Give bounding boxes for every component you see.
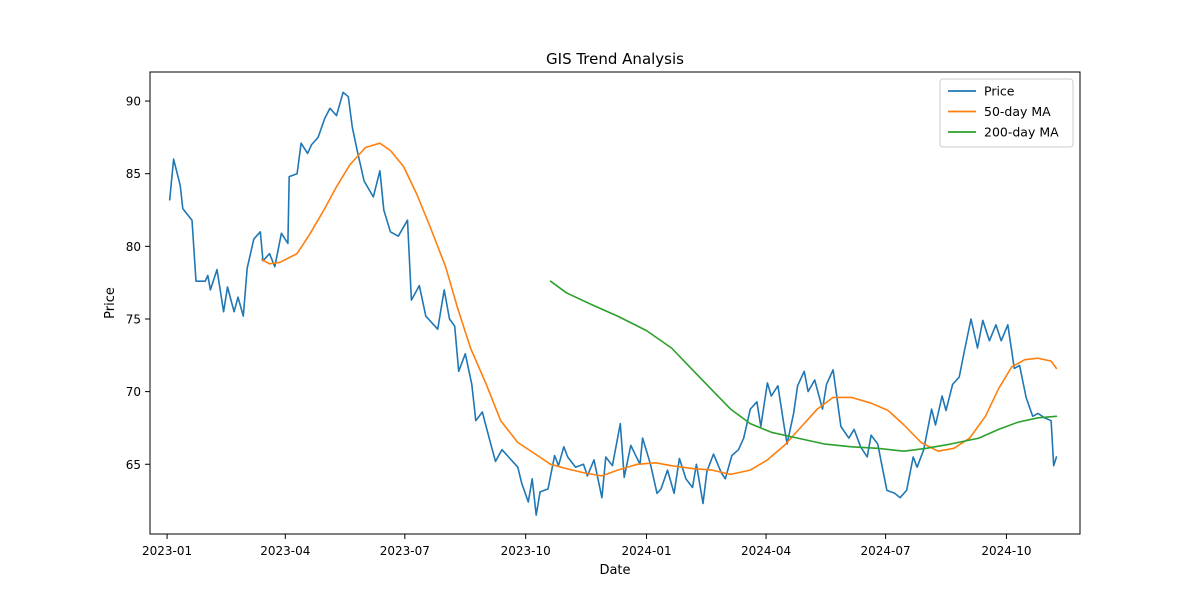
chart-title: GIS Trend Analysis <box>546 50 684 68</box>
legend-label-1: 50-day MA <box>984 104 1051 119</box>
legend-label-2: 200-day MA <box>984 125 1059 140</box>
y-axis-label: Price <box>103 287 118 319</box>
x-tick-label: 2024-07 <box>861 544 911 558</box>
series-line-2 <box>549 280 1058 452</box>
series-line-1 <box>260 142 1058 477</box>
y-axis: 65 70 75 80 85 90 <box>126 95 150 472</box>
y-tick-label: 90 <box>126 95 141 109</box>
y-tick-label: 70 <box>126 385 141 399</box>
x-tick-label: 2023-01 <box>142 544 192 558</box>
x-tick-label: 2023-04 <box>260 544 310 558</box>
series-layer <box>168 91 1058 516</box>
x-axis-label: Date <box>599 563 630 578</box>
legend: Price 50-day MA 200-day MA <box>939 78 1074 148</box>
x-tick-label: 2024-10 <box>981 544 1031 558</box>
y-tick-label: 80 <box>126 240 141 254</box>
y-tick-label: 75 <box>126 312 141 326</box>
x-axis: 2023-01 2023-04 2023-07 2023-10 2024-01 2024-… <box>142 534 1032 558</box>
legend-label-0: Price <box>984 84 1015 99</box>
axes-frame <box>149 71 1081 535</box>
x-tick-label: 2023-10 <box>501 544 551 558</box>
y-tick-label: 65 <box>126 458 141 472</box>
y-tick-label: 85 <box>126 167 141 181</box>
x-tick-label: 2023-07 <box>380 544 430 558</box>
legend-box <box>939 78 1074 148</box>
plot-area <box>149 71 1081 535</box>
series-line-0 <box>168 91 1058 516</box>
x-tick-label: 2024-01 <box>621 544 671 558</box>
x-tick-label: 2024-04 <box>741 544 791 558</box>
